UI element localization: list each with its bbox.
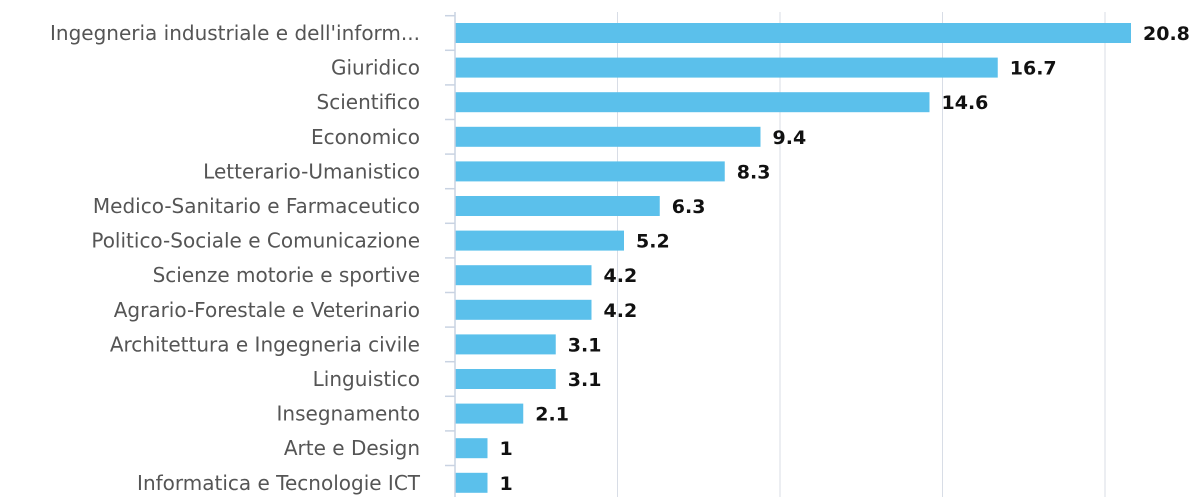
bar [455, 161, 725, 182]
value-label: 14.6 [942, 92, 989, 114]
bar [455, 57, 998, 78]
category-label: Medico-Sanitario e Farmaceutico [93, 194, 420, 218]
category-label: Economico [311, 125, 420, 149]
value-label: 4.2 [604, 265, 638, 287]
value-label: 8.3 [737, 161, 771, 183]
value-label: 1 [500, 438, 513, 460]
value-label: 16.7 [1010, 58, 1057, 80]
value-label: 4.2 [604, 300, 638, 322]
category-label: Insegnamento [277, 402, 420, 426]
category-label: Informatica e Tecnologie ICT [137, 471, 421, 495]
category-label: Arte e Design [284, 436, 420, 460]
y-axis [445, 12, 456, 497]
category-label: Giuridico [331, 56, 420, 80]
value-label: 2.1 [535, 404, 569, 426]
value-label: 3.1 [568, 334, 602, 356]
bar [455, 403, 524, 424]
gridlines [617, 12, 1106, 497]
bar [455, 265, 592, 286]
bar [455, 92, 930, 113]
category-label: Politico-Sociale e Comunicazione [91, 229, 420, 253]
bar [455, 23, 1131, 43]
category-label: Ingegneria industriale e dell'inform... [50, 21, 420, 45]
category-label: Linguistico [313, 367, 420, 391]
category-label: Agrario-Forestale e Veterinario [114, 298, 420, 322]
bar [455, 196, 660, 216]
bar [455, 230, 624, 251]
value-label: 20.8 [1143, 23, 1190, 45]
category-label: Scienze motorie e sportive [153, 263, 420, 287]
category-label: Architettura e Ingegneria civile [110, 332, 420, 356]
bar [455, 472, 488, 493]
value-label: 5.2 [636, 231, 670, 253]
bar [455, 334, 556, 355]
bar [455, 438, 488, 459]
value-labels: 20.816.714.69.48.36.35.24.24.23.13.12.11… [500, 23, 1190, 495]
value-label: 1 [500, 473, 513, 495]
bars [455, 23, 1131, 493]
category-labels: Ingegneria industriale e dell'inform... G… [50, 21, 421, 495]
category-label: Letterario-Umanistico [203, 159, 420, 183]
value-label: 3.1 [568, 369, 602, 391]
bar [455, 299, 592, 320]
bar [455, 369, 556, 389]
bar [455, 126, 761, 147]
category-label: Scientifico [317, 90, 420, 114]
value-label: 9.4 [773, 127, 807, 149]
value-label: 6.3 [672, 196, 706, 218]
